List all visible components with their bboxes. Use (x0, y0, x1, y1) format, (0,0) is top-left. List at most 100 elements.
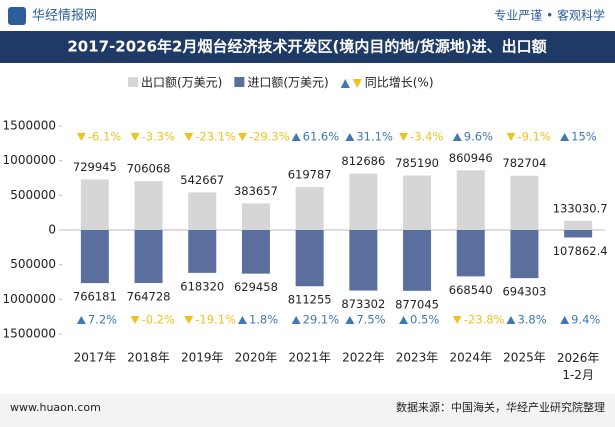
bar (403, 175, 432, 230)
bar (188, 230, 217, 273)
growth-marker (399, 316, 409, 324)
bar (241, 230, 270, 274)
x-tick-label: 2023年 (396, 351, 439, 365)
data-label: 107862.4 (553, 244, 608, 258)
data-label: 383657 (234, 184, 278, 198)
growth-label: -19.1% (195, 313, 236, 327)
y-tick-label: 500000 (10, 188, 56, 202)
bar (134, 181, 163, 230)
footer-bar (0, 394, 615, 427)
growth-label: -3.4% (410, 130, 443, 144)
data-label: 618320 (180, 279, 224, 293)
growth-label: 61.6% (303, 130, 340, 144)
growth-label: 3.8% (517, 313, 546, 327)
growth-label: 7.5% (356, 313, 385, 327)
growth-label: -23.1% (195, 130, 236, 144)
growth-marker (237, 133, 247, 141)
x-tick-label: 2019年 (181, 351, 224, 365)
growth-marker (184, 133, 194, 141)
data-label: 729945 (73, 160, 117, 174)
data-label: 542667 (180, 173, 224, 187)
y-tick-label: 1000000 (3, 292, 56, 306)
growth-marker (130, 133, 140, 141)
y-tick-label: 1000000 (3, 153, 56, 167)
x-tick-label: 2024年 (449, 351, 492, 365)
growth-label: -29.3% (249, 130, 290, 144)
data-label: 873302 (341, 297, 385, 311)
growth-marker (345, 316, 355, 324)
growth-marker (291, 316, 301, 324)
legend-up (340, 79, 350, 88)
growth-label: 15% (571, 130, 597, 144)
data-label: 782704 (502, 156, 546, 170)
legend-label: 同比增长(%) (365, 76, 434, 90)
x-tick-label: 2020年 (235, 351, 278, 365)
growth-label: 29.1% (303, 313, 340, 327)
growth-marker (452, 316, 462, 324)
legend-label: 进口额(万美元) (247, 76, 328, 90)
title-bar (0, 31, 615, 63)
bar (80, 230, 109, 284)
logo (8, 7, 26, 25)
y-tick-label: 0 (48, 223, 56, 237)
growth-marker (506, 316, 516, 324)
bar (295, 187, 324, 230)
x-tick-label: 2025年 (503, 351, 546, 365)
data-label: 764728 (127, 290, 171, 304)
bar (564, 220, 593, 230)
legend-down (352, 79, 362, 88)
data-label: 706068 (127, 162, 171, 176)
y-tick-label: 1500000 (3, 119, 56, 133)
growth-label: 0.5% (410, 313, 439, 327)
bar (241, 203, 270, 230)
growth-label: -0.2% (142, 313, 175, 327)
bar (564, 230, 593, 238)
data-label: 668540 (449, 283, 493, 297)
growth-marker (506, 133, 516, 141)
data-label: 766181 (73, 290, 117, 304)
data-label: 812686 (341, 154, 385, 168)
growth-marker (130, 316, 140, 324)
data-label: 694303 (502, 285, 546, 299)
x-tick-label: 2021年 (288, 351, 331, 365)
growth-label: -3.3% (142, 130, 175, 144)
growth-marker (399, 133, 409, 141)
legend-swatch (234, 77, 245, 87)
legend-swatch (128, 77, 138, 87)
growth-marker (560, 316, 570, 324)
data-label: 811255 (288, 293, 332, 307)
growth-marker (237, 316, 247, 324)
x-tick-label: 2017年 (74, 351, 117, 365)
growth-marker (291, 133, 301, 141)
growth-marker (560, 133, 570, 141)
bar (510, 175, 539, 230)
bar (295, 230, 324, 287)
growth-marker (345, 133, 355, 141)
legend-label: 出口额(万美元) (141, 76, 222, 90)
y-tick-label: 500000 (10, 257, 56, 271)
growth-marker (76, 133, 86, 141)
data-label: 629458 (234, 280, 278, 294)
bar (80, 179, 109, 230)
growth-marker (452, 133, 462, 141)
bar (510, 230, 539, 279)
bar (134, 230, 163, 284)
growth-label: -9.1% (517, 130, 550, 144)
bar (456, 230, 485, 277)
growth-label: 7.2% (88, 313, 117, 327)
data-label: 619787 (288, 168, 332, 182)
growth-label: -23.8% (464, 313, 505, 327)
data-label: 133030.7 (553, 201, 608, 215)
growth-label: 1.8% (249, 313, 278, 327)
x-tick-label: 2018年 (127, 351, 170, 365)
bar (456, 170, 485, 230)
bar (188, 192, 217, 230)
bar (349, 173, 378, 230)
y-tick-label: 1500000 (3, 327, 56, 341)
growth-marker (76, 316, 86, 324)
growth-marker (184, 316, 194, 324)
growth-label: 9.4% (571, 313, 600, 327)
data-label: 785190 (395, 156, 439, 170)
footer-site: www.huaon.com (10, 401, 101, 414)
bar (403, 230, 432, 291)
